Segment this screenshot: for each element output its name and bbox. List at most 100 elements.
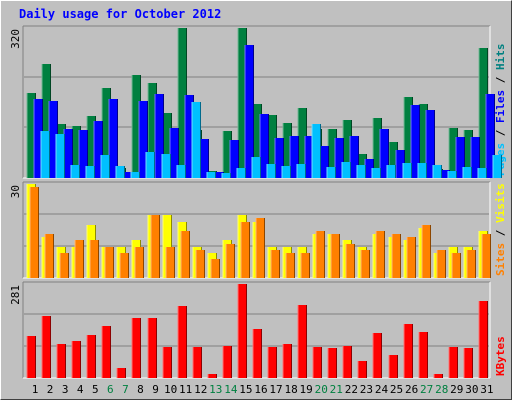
bar-pages-day-1 — [41, 131, 50, 178]
bar-hits-day-25 — [389, 142, 398, 178]
x-tick-label-day-14: 14 — [224, 383, 238, 396]
bar-sites-day-21 — [331, 234, 340, 278]
bar-pages-day-15 — [252, 157, 261, 178]
x-tick-label-day-5: 5 — [92, 383, 99, 396]
bar-kbytes-day-28 — [434, 374, 443, 378]
bar-hits-day-17 — [268, 115, 277, 178]
bar-sites-day-12 — [196, 250, 205, 278]
bar-files-day-8 — [139, 101, 148, 178]
bar-pages-day-27 — [433, 165, 442, 178]
legend-part: / — [494, 70, 507, 90]
x-tick-label-day-7: 7 — [122, 383, 129, 396]
bar-pages-day-3 — [71, 165, 80, 178]
bar-files-day-10 — [170, 128, 179, 178]
bar-kbytes-day-1 — [27, 336, 36, 378]
bar-files-day-30 — [471, 137, 480, 178]
bar-sites-day-1 — [30, 187, 39, 278]
x-tick-label-day-27: 27 — [420, 383, 433, 396]
bar-pages-day-10 — [177, 165, 186, 178]
bar-files-day-19 — [305, 136, 314, 178]
bar-hits-day-27 — [419, 104, 428, 178]
bar-pages-day-11 — [192, 102, 201, 178]
bar-kbytes-day-14 — [223, 346, 232, 378]
bar-pages-day-9 — [162, 154, 171, 178]
bar-hits-day-15 — [238, 28, 247, 178]
bar-hits-day-29 — [449, 128, 458, 178]
x-tick-label-day-19: 19 — [300, 383, 313, 396]
bar-pages-day-17 — [282, 166, 291, 178]
bar-hits-day-1 — [27, 93, 36, 178]
bar-sites-day-5 — [90, 240, 99, 278]
x-tick-label-day-17: 17 — [269, 383, 282, 396]
bar-pages-day-29 — [463, 167, 472, 178]
bar-pages-day-23 — [372, 168, 381, 178]
x-tick-label-day-1: 1 — [32, 383, 39, 396]
bar-hits-day-18 — [283, 123, 292, 178]
bar-sites-day-24 — [376, 231, 385, 278]
bar-kbytes-day-16 — [253, 329, 262, 378]
bar-kbytes-day-10 — [163, 347, 172, 378]
bar-sites-day-10 — [166, 247, 175, 278]
bar-hits-day-5 — [87, 116, 96, 178]
bar-sites-day-11 — [181, 231, 190, 278]
x-tick-label-day-28: 28 — [435, 383, 448, 396]
bar-kbytes-day-26 — [404, 324, 413, 378]
x-tick-label-day-30: 30 — [465, 383, 478, 396]
bar-hits-day-10 — [163, 113, 172, 178]
bar-pages-day-5 — [101, 155, 110, 178]
bar-kbytes-day-6 — [102, 326, 111, 378]
x-tick-label-day-6: 6 — [107, 383, 114, 396]
bar-sites-day-16 — [256, 218, 265, 278]
bar-kbytes-day-25 — [389, 355, 398, 378]
bar-files-day-31 — [486, 94, 495, 178]
bar-kbytes-day-12 — [193, 347, 202, 378]
bar-kbytes-day-7 — [117, 368, 126, 378]
bar-pages-day-7 — [131, 172, 140, 178]
bar-kbytes-day-20 — [313, 347, 322, 378]
legend-part: KBytes — [494, 336, 507, 376]
bar-files-day-17 — [275, 138, 284, 178]
bar-files-day-20 — [320, 146, 329, 178]
legend-part: / — [494, 223, 507, 243]
legend-part: Sites — [494, 243, 507, 276]
bar-hits-day-6 — [102, 88, 111, 178]
x-tick-label-day-23: 23 — [360, 383, 373, 396]
chart-title: Daily usage for October 2012 — [19, 7, 222, 21]
bar-hits-day-26 — [404, 97, 413, 178]
panel-1-legend-label: Sites / Visits — [494, 183, 507, 276]
bar-kbytes-day-22 — [343, 346, 352, 378]
bar-pages-day-26 — [418, 163, 427, 178]
bar-files-day-28 — [441, 170, 450, 178]
x-tick-label-day-20: 20 — [315, 383, 328, 396]
bar-pages-day-12 — [207, 172, 216, 178]
bar-kbytes-day-21 — [328, 348, 337, 378]
bar-hits-day-19 — [298, 108, 307, 178]
bar-sites-day-15 — [241, 222, 250, 278]
x-tick-label-day-24: 24 — [375, 383, 389, 396]
bar-files-day-29 — [456, 137, 465, 178]
x-tick-label-day-12: 12 — [194, 383, 207, 396]
bar-files-day-1 — [34, 99, 43, 178]
x-tick-label-day-25: 25 — [390, 383, 403, 396]
bar-sites-day-13 — [211, 259, 220, 278]
bar-sites-day-2 — [45, 234, 54, 278]
bar-pages-day-22 — [357, 165, 366, 178]
bar-hits-day-24 — [373, 118, 382, 178]
bar-pages-day-4 — [86, 166, 95, 178]
bar-sites-day-18 — [286, 253, 295, 278]
x-tick-label-day-15: 15 — [239, 383, 252, 396]
bar-kbytes-day-18 — [283, 344, 292, 378]
bar-sites-day-19 — [301, 253, 310, 278]
bar-kbytes-day-11 — [178, 306, 187, 378]
bar-pages-day-21 — [342, 162, 351, 178]
bar-sites-day-30 — [467, 250, 476, 278]
bar-pages-day-31 — [493, 155, 502, 178]
x-tick-label-day-18: 18 — [284, 383, 297, 396]
bar-kbytes-day-31 — [479, 301, 488, 378]
legend-part: Files — [494, 90, 507, 123]
bar-pages-day-18 — [297, 164, 306, 178]
bar-files-day-27 — [426, 110, 435, 178]
bar-files-day-5 — [94, 121, 103, 178]
